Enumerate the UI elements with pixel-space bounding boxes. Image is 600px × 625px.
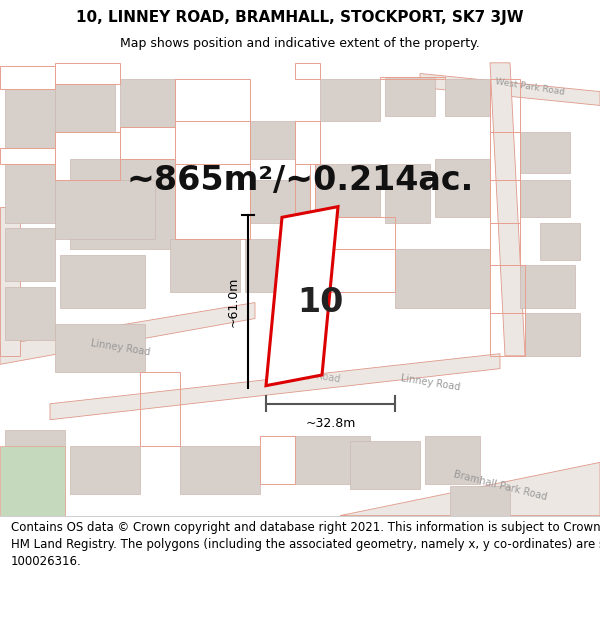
Polygon shape [55,324,145,372]
Text: 10: 10 [297,286,343,319]
Polygon shape [5,286,55,340]
Text: Linney Road: Linney Road [400,372,460,392]
Polygon shape [180,446,260,494]
Polygon shape [340,462,600,516]
Text: West Park Road: West Park Road [494,78,565,98]
Polygon shape [5,164,55,222]
Polygon shape [266,207,338,386]
Polygon shape [0,207,20,356]
Polygon shape [385,77,435,116]
Polygon shape [170,239,240,292]
Polygon shape [120,79,175,127]
Polygon shape [450,486,510,516]
Polygon shape [50,354,500,420]
Polygon shape [445,79,490,116]
Text: Linney Road: Linney Road [89,338,151,357]
Polygon shape [425,436,480,484]
Polygon shape [250,121,295,159]
Polygon shape [490,63,525,356]
Polygon shape [320,79,380,121]
Polygon shape [0,446,65,516]
Text: Linney Road: Linney Road [280,366,340,384]
Text: Contains OS data © Crown copyright and database right 2021. This information is : Contains OS data © Crown copyright and d… [11,521,600,568]
Polygon shape [55,180,155,239]
Text: ~865m²/~0.214ac.: ~865m²/~0.214ac. [127,164,473,196]
Text: 10, LINNEY ROAD, BRAMHALL, STOCKPORT, SK7 3JW: 10, LINNEY ROAD, BRAMHALL, STOCKPORT, SK… [76,10,524,25]
Polygon shape [5,431,65,484]
Text: ~61.0m: ~61.0m [227,276,240,327]
Polygon shape [315,164,380,217]
Polygon shape [520,132,570,173]
Polygon shape [435,159,490,218]
Polygon shape [5,89,55,148]
Text: ~32.8m: ~32.8m [305,416,356,429]
Polygon shape [350,441,420,489]
Text: Bramhall Park Road: Bramhall Park Road [452,469,548,502]
Polygon shape [245,239,310,292]
Polygon shape [520,180,570,218]
Polygon shape [5,228,55,281]
Polygon shape [540,222,580,260]
Polygon shape [385,164,430,222]
Polygon shape [5,484,65,516]
Polygon shape [295,436,370,484]
Polygon shape [70,446,140,494]
Polygon shape [520,265,575,308]
Polygon shape [55,84,115,132]
Polygon shape [420,74,600,106]
Polygon shape [0,302,255,364]
Polygon shape [250,180,310,222]
Text: Map shows position and indicative extent of the property.: Map shows position and indicative extent… [120,37,480,49]
Polygon shape [395,249,490,308]
Polygon shape [60,254,145,308]
Polygon shape [70,159,175,249]
Polygon shape [525,313,580,356]
